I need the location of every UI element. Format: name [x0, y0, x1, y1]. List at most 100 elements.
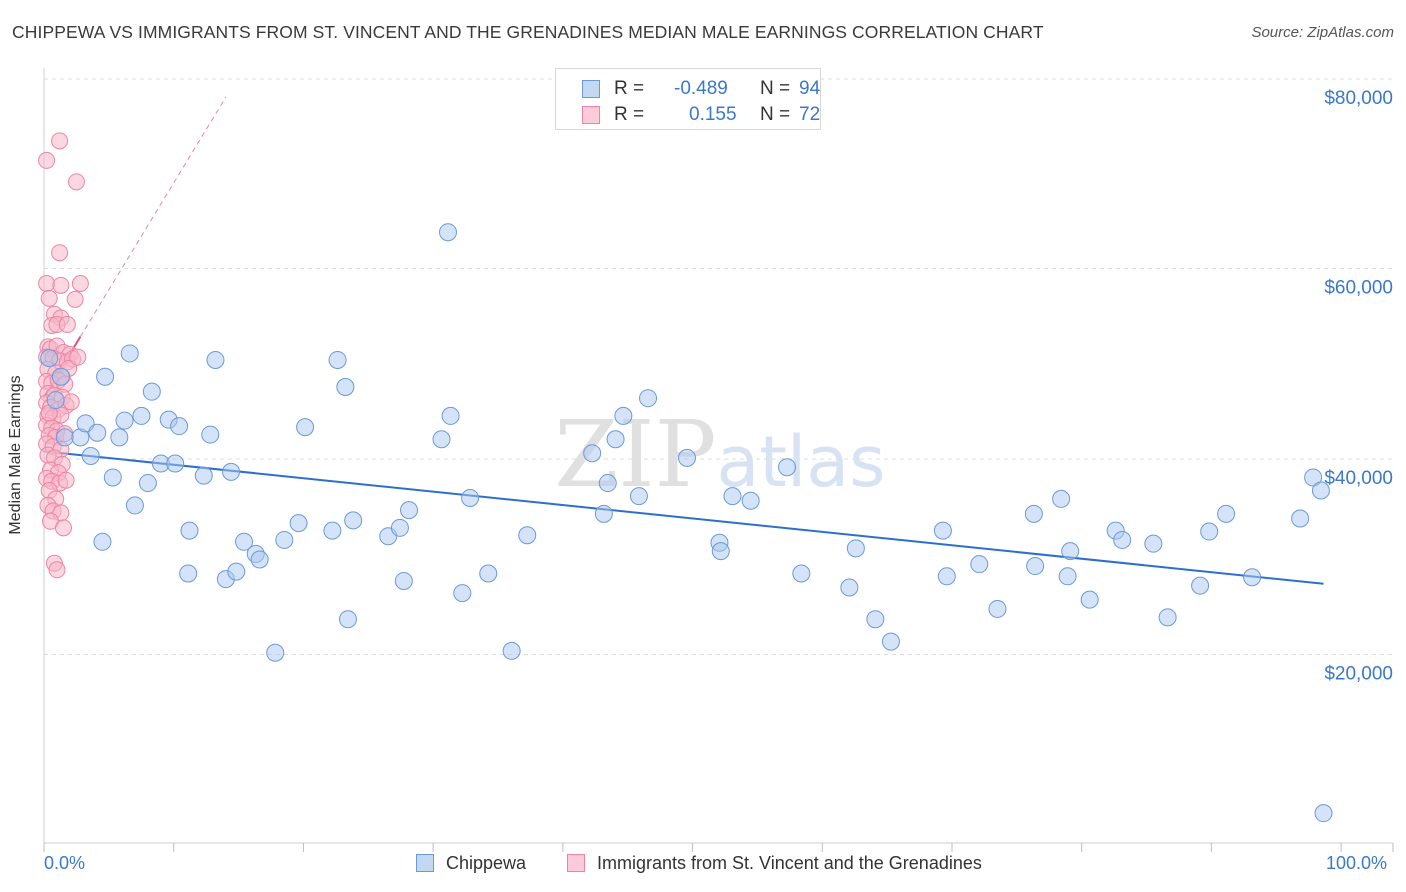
data-point-immigrants [38, 275, 56, 292]
data-point-chippewa [1217, 504, 1236, 523]
data-point-immigrants [71, 275, 89, 292]
data-point-chippewa [1024, 504, 1043, 523]
data-point-chippewa [1052, 489, 1071, 508]
data-point-chippewa [846, 539, 865, 558]
data-point-chippewa [441, 406, 460, 425]
data-point-chippewa [138, 474, 157, 493]
data-point-chippewa [970, 555, 989, 574]
chart-source: Source: ZipAtlas.com [1251, 24, 1394, 41]
x-tick-label-min: 0.0% [44, 853, 86, 873]
data-point-chippewa [988, 599, 1007, 618]
data-point-chippewa [266, 643, 285, 662]
data-point-chippewa [40, 349, 59, 368]
data-point-chippewa [179, 564, 198, 583]
data-point-immigrants [69, 348, 87, 366]
data-point-chippewa [394, 571, 413, 590]
data-point-chippewa [866, 610, 885, 629]
data-point-chippewa [1304, 468, 1323, 487]
data-point-immigrants [48, 561, 66, 579]
data-point-chippewa [206, 350, 225, 369]
data-point-chippewa [81, 447, 100, 466]
series-immigrants-points [38, 132, 89, 579]
data-point-chippewa [344, 511, 363, 530]
data-point-chippewa [453, 584, 472, 603]
data-point-chippewa [1080, 590, 1099, 609]
data-point-chippewa [502, 641, 521, 660]
data-point-chippewa [1058, 567, 1077, 586]
data-point-chippewa [840, 578, 859, 597]
data-point-chippewa [227, 562, 246, 581]
data-point-immigrants [52, 276, 70, 294]
data-point-chippewa [296, 418, 315, 437]
data-point-chippewa [390, 518, 409, 537]
watermark: ZIPatlas [554, 401, 885, 508]
data-point-chippewa [594, 504, 613, 523]
data-point-chippewa [336, 378, 355, 397]
data-point-chippewa [400, 501, 419, 520]
data-point-immigrants [51, 132, 69, 150]
data-point-immigrants [38, 151, 56, 169]
data-point-chippewa [778, 458, 797, 477]
x-tick-label-max: 100.0% [1326, 853, 1388, 873]
r-label: R = [614, 78, 645, 99]
data-point-chippewa [132, 406, 151, 425]
data-point-chippewa [1200, 522, 1219, 541]
y-tick-labels: $20,000 $40,000 $60,000 $80,000 [1324, 88, 1393, 685]
data-point-immigrants [54, 519, 72, 537]
data-point-chippewa [125, 496, 144, 515]
chippewa-legend-swatch [416, 854, 434, 872]
data-point-immigrants [57, 471, 75, 489]
data-point-chippewa [711, 542, 730, 561]
data-point-chippewa [338, 610, 357, 629]
r-value: 0.155 [689, 104, 737, 125]
data-point-chippewa [201, 425, 220, 444]
data-point-chippewa [323, 521, 342, 540]
data-point-chippewa [110, 428, 129, 447]
n-value: 94 [799, 78, 821, 99]
data-point-chippewa [194, 466, 213, 485]
data-point-chippewa [1191, 576, 1210, 595]
y-tick-label: $60,000 [1324, 278, 1393, 299]
data-point-chippewa [1113, 530, 1132, 549]
series-chippewa-points [40, 223, 1333, 823]
correlation-legend: R = -0.489 N = 94 R = 0.155 N = 72 [555, 68, 821, 130]
r-value: -0.489 [674, 78, 728, 99]
data-point-chippewa [93, 532, 112, 551]
data-point-chippewa [598, 474, 617, 493]
data-point-chippewa [328, 350, 347, 369]
data-point-chippewa [142, 382, 161, 401]
trend-line-chippewa [43, 450, 1324, 585]
data-point-immigrants [67, 173, 85, 191]
data-point-immigrants [58, 316, 76, 334]
data-point-immigrants [62, 393, 80, 411]
data-point-chippewa [461, 488, 480, 507]
y-tick-label: $80,000 [1324, 88, 1393, 109]
data-point-chippewa [741, 491, 760, 510]
data-point-chippewa [166, 454, 185, 473]
data-point-chippewa [88, 423, 107, 442]
data-point-chippewa [1144, 534, 1163, 553]
data-point-chippewa [275, 530, 294, 549]
data-point-chippewa [76, 414, 95, 433]
immigrants-swatch [582, 106, 600, 124]
data-point-chippewa [51, 367, 70, 386]
data-point-chippewa [46, 391, 65, 410]
trend-line-immigrants-extension [79, 96, 227, 337]
data-point-chippewa [120, 344, 139, 363]
n-label: N = [760, 104, 791, 125]
legend-label-immigrants: Immigrants from St. Vincent and the Gren… [597, 853, 982, 873]
n-label: N = [760, 78, 791, 99]
data-point-chippewa [518, 526, 537, 545]
data-point-chippewa [583, 444, 602, 463]
data-point-chippewa [222, 462, 241, 481]
watermark-atlas: atlas [717, 421, 886, 503]
data-point-chippewa [1291, 509, 1310, 528]
data-point-chippewa [96, 367, 115, 386]
trend-lines [43, 96, 1324, 585]
data-point-chippewa [614, 406, 633, 425]
data-point-chippewa [438, 223, 457, 242]
data-point-chippewa [180, 521, 199, 540]
data-point-chippewa [678, 448, 697, 467]
y-tick-label: $40,000 [1324, 468, 1393, 489]
immigrants-legend-swatch [567, 854, 585, 872]
